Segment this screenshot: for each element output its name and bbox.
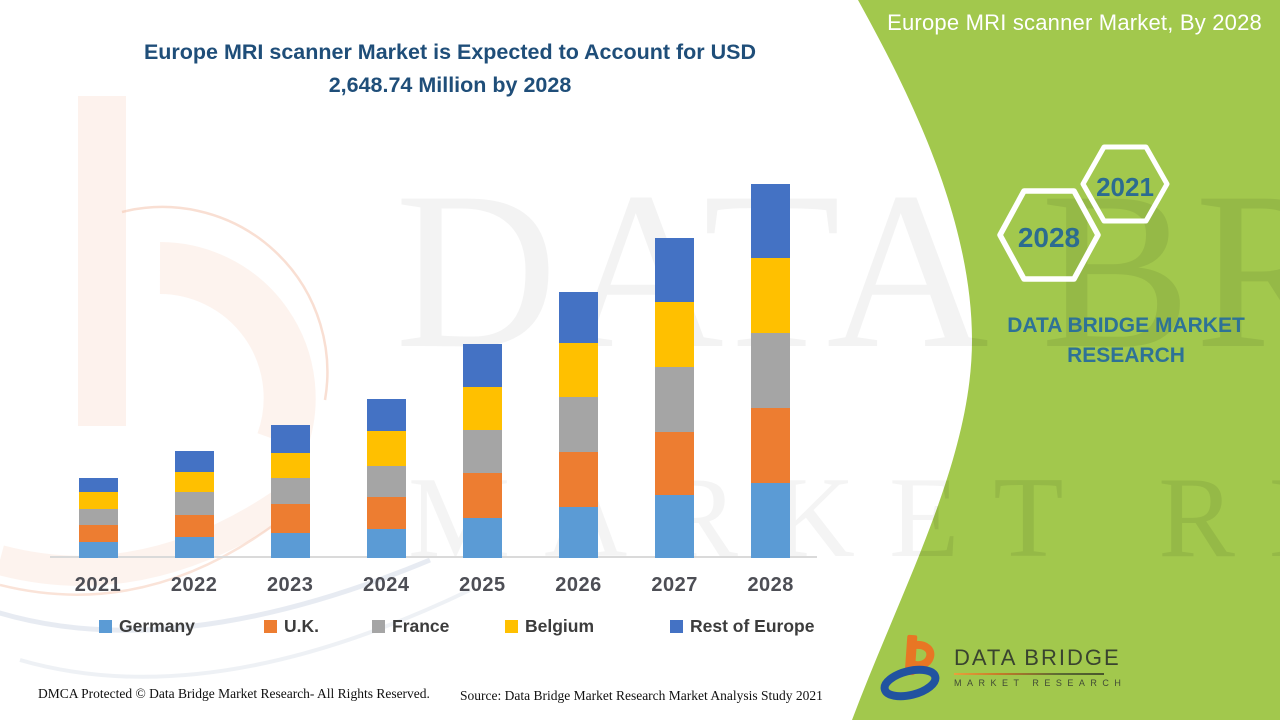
bar-segment-france-2026 (559, 396, 598, 452)
legend-item-uk: U.K. (264, 616, 319, 637)
legend-label-uk: U.K. (284, 616, 319, 636)
bar-segment-belgium-2024 (366, 430, 406, 466)
bar-segment-uk-2028 (751, 408, 791, 483)
bar-segment-restofeurope-2024 (366, 398, 406, 431)
legend-item-restofeurope: Rest of Europe (670, 616, 814, 637)
bar-segment-uk-2027 (655, 432, 695, 495)
bar-segment-belgium-2023 (270, 453, 310, 479)
x-axis-label-2027: 2027 (651, 574, 698, 596)
chart-title-line1: Europe MRI scanner Market is Expected to… (143, 40, 757, 64)
bar-segment-germany-2023 (270, 533, 310, 558)
bar-segment-restofeurope-2026 (559, 291, 598, 343)
bar-segment-france-2025 (462, 429, 502, 473)
legend-swatch-france (372, 620, 385, 633)
bar-segment-france-2023 (270, 478, 310, 505)
brand-text: DATA BRIDGE MARKET RESEARCH (1007, 314, 1245, 367)
bar-segment-germany-2028 (751, 483, 791, 558)
bar-segment-restofeurope-2025 (462, 343, 502, 387)
footer-dmca-text: DMCA Protected © Data Bridge Market Rese… (38, 686, 430, 701)
bar-segment-germany-2021 (78, 542, 118, 558)
bar-segment-uk-2026 (559, 451, 598, 507)
legend-item-belgium: Belgium (505, 616, 594, 637)
legend-swatch-restofeurope (670, 620, 683, 633)
bar-segment-france-2021 (78, 509, 118, 526)
footer-source-text: Source: Data Bridge Market Research Mark… (460, 688, 823, 703)
bar-2021 (78, 478, 118, 558)
bar-segment-belgium-2028 (751, 258, 791, 333)
bar-segment-restofeurope-2021 (78, 478, 118, 493)
bar-segment-france-2027 (655, 367, 695, 432)
bar-segment-germany-2024 (366, 529, 406, 558)
bar-segment-belgium-2022 (174, 471, 214, 492)
bar-2024 (366, 398, 406, 558)
hexagon-2021 (1080, 144, 1170, 224)
bar-segment-belgium-2025 (462, 386, 502, 430)
panel-title: Europe MRI scanner Market, By 2028 (887, 10, 1262, 35)
bar-segment-restofeurope-2022 (174, 450, 214, 472)
logo-text-block: DATA BRIDGE MARKET RESEARCH (954, 645, 1126, 688)
logo-underline (954, 673, 1104, 675)
legend-item-france: France (372, 616, 449, 637)
bar-segment-france-2028 (751, 333, 791, 408)
x-axis-label-2024: 2024 (363, 574, 410, 596)
bar-segment-restofeurope-2023 (270, 425, 310, 454)
bar-2028 (751, 184, 791, 558)
chart-title-line2: 2,648.74 Million by 2028 (328, 73, 572, 97)
chart-title: Europe MRI scanner Market is Expected to… (90, 36, 810, 102)
hexagon-2028-label: 2028 (1018, 222, 1080, 253)
hexagon-2028 (997, 188, 1101, 282)
bar-2023 (270, 425, 310, 558)
bar-segment-germany-2022 (174, 537, 214, 558)
bar-2026 (559, 291, 598, 558)
x-axis-label-2023: 2023 (266, 574, 314, 596)
logo-name: DATA BRIDGE (954, 645, 1121, 670)
databridge-logo-mark (880, 634, 940, 701)
bar-segment-uk-2023 (270, 504, 310, 533)
bar-segment-uk-2025 (462, 473, 502, 518)
green-panel-shape (852, 0, 1280, 720)
bar-2027 (655, 238, 695, 558)
x-axis-label-2022: 2022 (170, 574, 218, 596)
legend-swatch-uk (264, 620, 277, 633)
bar-2025 (462, 343, 502, 558)
x-axis-label-2021: 2021 (74, 574, 122, 596)
swoosh-watermark (0, 557, 471, 679)
legend-label-germany: Germany (119, 616, 195, 636)
bar-2022 (174, 450, 214, 558)
chart-legend: Germany U.K. France Belgium Rest of Europe (0, 616, 820, 646)
legend-item-germany: Germany (99, 616, 195, 637)
peach-logo-watermark (0, 96, 329, 596)
legend-label-belgium: Belgium (525, 616, 595, 636)
x-axis-line (50, 556, 817, 558)
legend-label-france: France (392, 616, 450, 636)
legend-label-restofeurope: Rest of Europe (690, 616, 815, 636)
databridge-logo: DATA BRIDGE MARKET RESEARCH (880, 633, 1126, 701)
bar-segment-france-2024 (366, 465, 406, 498)
bar-segment-germany-2026 (559, 507, 598, 558)
bar-segment-germany-2027 (655, 495, 695, 558)
bar-segment-france-2022 (174, 492, 214, 515)
bar-segment-restofeurope-2028 (751, 184, 791, 258)
x-axis-label-2025: 2025 (459, 574, 506, 596)
hexagon-2021-label: 2021 (1096, 172, 1154, 202)
hexagon-badges: 2028 2021 (997, 144, 1170, 282)
bar-segment-uk-2024 (366, 497, 406, 530)
bar-segment-restofeurope-2027 (655, 238, 695, 302)
bar-segment-belgium-2021 (78, 492, 118, 510)
bar-segment-belgium-2026 (559, 342, 598, 397)
logo-subtitle: MARKET RESEARCH (954, 678, 1127, 688)
legend-swatch-germany (99, 620, 112, 633)
bar-segment-belgium-2027 (655, 302, 695, 367)
x-axis-label-2028: 2028 (747, 574, 794, 596)
bar-segment-uk-2021 (78, 525, 118, 542)
legend-swatch-belgium (505, 620, 518, 633)
x-axis-label-2026: 2026 (555, 574, 602, 596)
bar-segment-germany-2025 (462, 518, 502, 558)
bar-segment-uk-2022 (174, 515, 214, 537)
